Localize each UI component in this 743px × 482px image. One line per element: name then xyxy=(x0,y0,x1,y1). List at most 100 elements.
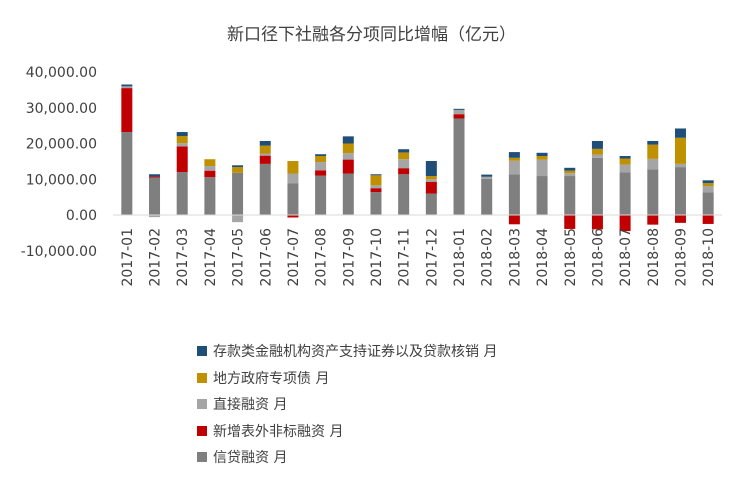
x-tick-label: 2018-09 xyxy=(673,228,689,287)
y-tick-label: 10,000.00 xyxy=(26,172,97,188)
bar-segment xyxy=(315,156,327,163)
x-tick-label: 2017-08 xyxy=(314,228,330,287)
x-tick-label: 2017-06 xyxy=(258,228,274,287)
x-tick-label: 2018-05 xyxy=(563,228,579,287)
bar-segment xyxy=(647,140,659,145)
x-tick-label: 2017-10 xyxy=(369,228,385,287)
bar-segment xyxy=(508,174,520,215)
bar-segment xyxy=(564,173,576,177)
legend-swatch xyxy=(197,452,207,463)
bar-segment xyxy=(481,176,493,179)
bar-segment xyxy=(342,143,354,154)
bar-segment xyxy=(259,145,271,154)
x-tick-label: 2018-02 xyxy=(480,228,496,287)
bar-segment xyxy=(619,158,631,165)
bar-segment xyxy=(453,118,465,215)
bar-segment xyxy=(564,176,576,215)
y-tick-label: -10,000.00 xyxy=(21,244,97,260)
legend-label: 存款类金融机构资产支持证券以及贷款核销 月 xyxy=(213,344,498,361)
legend-item: 信贷融资 月 xyxy=(197,444,497,471)
bar-segment xyxy=(425,181,437,194)
bar-segment xyxy=(647,158,659,170)
bar-segment xyxy=(702,183,714,187)
legend-swatch xyxy=(197,399,207,410)
bar-segment xyxy=(176,146,188,173)
bar-segment xyxy=(121,86,133,89)
bar-segment xyxy=(508,215,520,225)
bar-segment xyxy=(232,165,244,168)
bar-segment xyxy=(481,178,493,215)
bar-segment xyxy=(702,180,714,184)
bar-segment xyxy=(370,185,382,189)
bar-segment xyxy=(232,167,244,173)
x-tick-label: 2018-04 xyxy=(535,228,551,287)
bar-segment xyxy=(508,157,520,161)
bar-segment xyxy=(619,172,631,215)
bar-segment xyxy=(647,215,659,225)
x-tick-label: 2017-02 xyxy=(148,228,164,287)
bar-segment xyxy=(149,174,161,177)
bar-segment xyxy=(453,108,465,110)
bar-segment xyxy=(564,215,576,229)
legend-label: 直接融资 月 xyxy=(213,397,288,414)
bar-segment xyxy=(287,173,299,184)
bar-segment xyxy=(398,152,410,160)
bar-segment xyxy=(370,192,382,215)
bar-segment xyxy=(591,157,603,215)
bar-segment xyxy=(674,167,686,215)
bar-segment xyxy=(287,161,299,174)
bar-segment xyxy=(232,172,244,215)
y-tick-label: 30,000.00 xyxy=(26,101,97,117)
bar-segment xyxy=(259,155,271,164)
bar-segment xyxy=(536,176,548,215)
x-tick-label: 2017-03 xyxy=(175,228,191,287)
bar-segment xyxy=(564,167,576,171)
bar-segment xyxy=(398,174,410,215)
legend-label: 信贷融资 月 xyxy=(213,450,288,467)
legend-item: 存款类金融机构资产支持证券以及贷款核销 月 xyxy=(197,338,497,365)
x-tick-label: 2017-07 xyxy=(286,228,302,287)
bar-segment xyxy=(204,177,216,215)
x-tick-label: 2018-08 xyxy=(646,228,662,287)
bar-segment xyxy=(591,148,603,155)
legend-label: 地方政府专项债 月 xyxy=(213,370,330,387)
bar-segment xyxy=(674,163,686,168)
bar-segment xyxy=(674,128,686,138)
bar-segment xyxy=(121,84,133,87)
bar-segment xyxy=(315,170,327,176)
legend-item: 直接融资 月 xyxy=(197,391,497,418)
bar-segment xyxy=(536,159,548,177)
bar-segment xyxy=(121,88,133,133)
x-tick-label: 2017-01 xyxy=(120,228,136,287)
bar-segment xyxy=(287,215,299,218)
bar-segment xyxy=(259,153,271,156)
bar-segment xyxy=(398,149,410,153)
bar-segment xyxy=(591,215,603,230)
y-tick-label: 40,000.00 xyxy=(26,65,97,81)
bar-segment xyxy=(702,192,714,215)
bar-segment xyxy=(425,161,437,177)
bar-segment xyxy=(342,153,354,160)
x-tick-label: 2018-10 xyxy=(701,228,717,287)
bar-segment xyxy=(425,176,437,180)
x-tick-label: 2018-06 xyxy=(590,228,606,287)
bar-segment xyxy=(647,169,659,215)
bar-segment xyxy=(259,163,271,215)
x-tick-label: 2018-07 xyxy=(618,228,634,287)
bar-segment xyxy=(315,154,327,157)
x-tick-label: 2017-12 xyxy=(424,228,440,287)
bar-segment xyxy=(315,162,327,171)
bar-segment xyxy=(564,170,576,174)
legend-item: 新增表外非标融资 月 xyxy=(197,418,497,445)
bar-segment xyxy=(453,114,465,119)
bar-segment xyxy=(204,159,216,167)
legend-swatch xyxy=(197,346,207,357)
x-tick-label: 2017-05 xyxy=(231,228,247,287)
bar-segment xyxy=(232,215,244,223)
bar-segment xyxy=(398,168,410,175)
bar-segment xyxy=(425,179,437,182)
bar-segment xyxy=(342,136,354,144)
bar-segment xyxy=(370,174,382,176)
